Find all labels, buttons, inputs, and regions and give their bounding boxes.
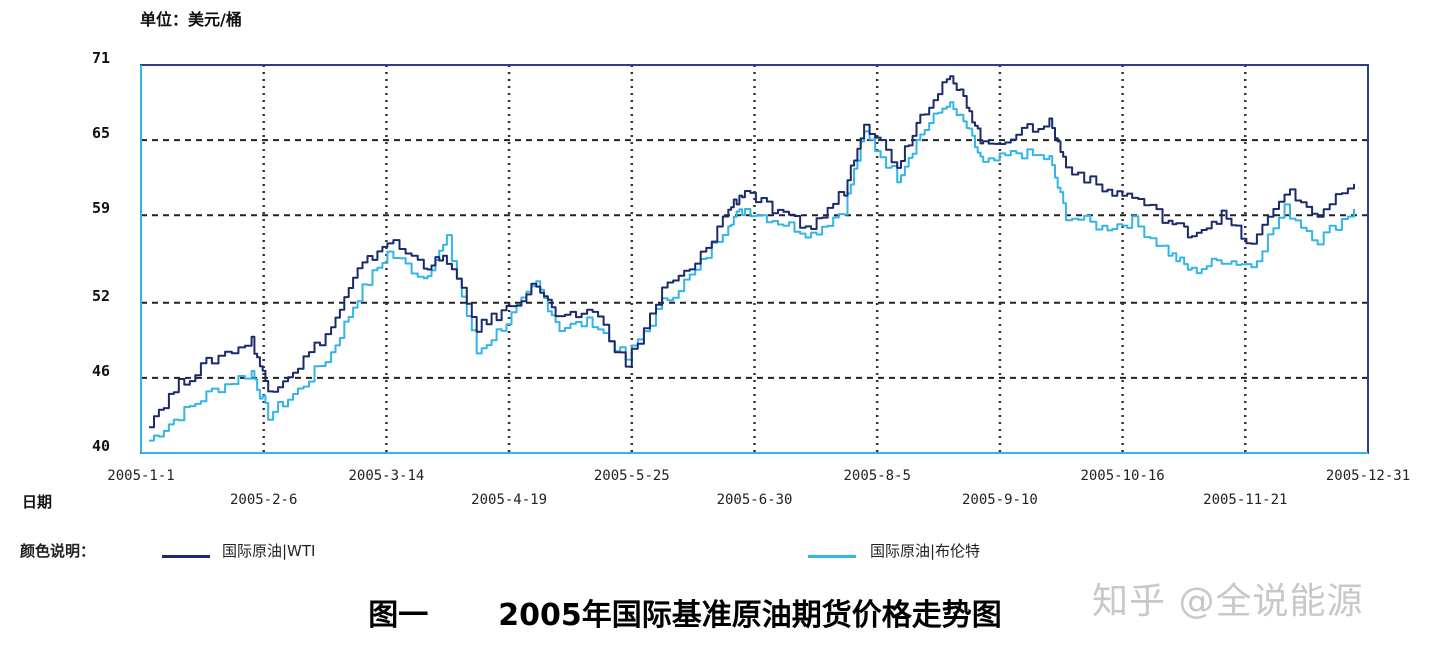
figure-number: 图一 (368, 598, 429, 633)
series-line-brent (149, 101, 1355, 442)
y-tick-label: 59 (92, 199, 111, 218)
y-tick-label: 40 (92, 437, 111, 455)
x-tick-label: 2005-3-14 (348, 468, 425, 484)
legend-title: 颜色说明： (20, 542, 96, 560)
legend-label-wti: 国际原油|WTI (222, 542, 316, 560)
y-tick-label: 71 (92, 49, 111, 67)
y-tick-label: 46 (92, 361, 111, 380)
y-tick-label: 65 (92, 124, 111, 143)
x-tick-label: 2005-11-21 (1203, 492, 1288, 508)
x-tick-label: 2005-8-5 (843, 468, 911, 484)
legend-swatch-wti (162, 555, 210, 558)
x-tick-label: 2005-1-1 (107, 468, 175, 484)
x-tick-label: 2005-6-30 (716, 492, 793, 508)
figure-caption: 图一 2005年国际基准原油期货价格走势图 (0, 590, 1370, 634)
x-tick-label: 2005-12-31 (1325, 468, 1411, 484)
x-tick-label: 2005-9-10 (961, 492, 1038, 508)
legend-label-brent: 国际原油|布伦特 (870, 542, 981, 560)
x-tick-label: 2005-4-19 (471, 492, 548, 508)
x-tick-label: 2005-10-16 (1080, 468, 1165, 484)
x-axis-label: 日期 (22, 493, 53, 511)
x-tick-label: 2005-2-6 (229, 492, 298, 508)
grid-lines (141, 65, 1368, 453)
x-tick-label: 2005-5-25 (593, 468, 670, 484)
y-tick-label: 52 (92, 286, 111, 305)
unit-label: 单位：美元/桶 (140, 10, 242, 29)
series-lines (149, 75, 1355, 442)
legend-swatch-brent (808, 555, 856, 558)
watermark: 知乎 @全说能源 (1092, 581, 1364, 622)
figure-title: 2005年国际基准原油期货价格走势图 (498, 598, 1002, 633)
series-line-wti (149, 75, 1355, 429)
